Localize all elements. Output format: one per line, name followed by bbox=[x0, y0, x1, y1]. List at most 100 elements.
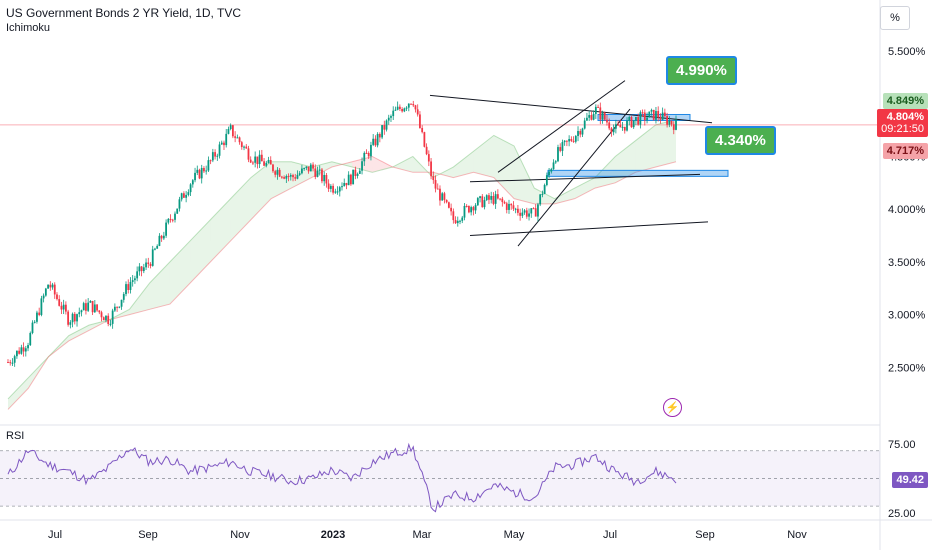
xaxis-tick-label: Mar bbox=[413, 529, 432, 541]
candle-body bbox=[666, 115, 668, 125]
candle-body bbox=[111, 310, 114, 324]
candle-body bbox=[450, 207, 453, 212]
candle-body bbox=[158, 235, 161, 246]
candle-body bbox=[361, 161, 363, 171]
candle-body bbox=[327, 183, 330, 189]
candle-body bbox=[263, 161, 265, 166]
candle-body bbox=[588, 115, 591, 118]
candle-body bbox=[249, 159, 252, 163]
candle-body bbox=[530, 208, 533, 214]
candle-body bbox=[100, 312, 103, 318]
candle-body bbox=[76, 314, 78, 322]
candle-body bbox=[58, 299, 61, 306]
lightning-icon[interactable]: ⚡ bbox=[663, 398, 682, 417]
candle-body bbox=[610, 128, 613, 133]
xaxis-tick-label: May bbox=[504, 529, 525, 541]
candle-body bbox=[608, 122, 611, 129]
candle-body bbox=[427, 154, 430, 162]
candle-body bbox=[167, 218, 170, 223]
ichimoku-cloud-segment bbox=[655, 119, 676, 168]
candle-body bbox=[171, 219, 174, 221]
candle-body bbox=[414, 105, 417, 110]
candle-body bbox=[637, 117, 640, 125]
ichimoku-cloud-segment bbox=[291, 161, 312, 189]
candle-body bbox=[370, 144, 372, 157]
candle-body bbox=[548, 171, 550, 176]
candle-body bbox=[350, 174, 352, 185]
candle-body bbox=[472, 207, 475, 211]
candle-body bbox=[309, 164, 312, 172]
candle-body bbox=[105, 315, 107, 321]
callout-resistance[interactable]: 4.990% bbox=[666, 56, 737, 85]
candle-body bbox=[207, 160, 210, 171]
candle-body bbox=[318, 169, 321, 171]
candle-body bbox=[96, 304, 98, 311]
candle-body bbox=[586, 117, 588, 121]
candle-body bbox=[214, 152, 216, 157]
candle-body bbox=[80, 310, 83, 313]
candle-body bbox=[423, 132, 426, 147]
candle-body bbox=[298, 173, 301, 175]
candle-body bbox=[381, 125, 383, 138]
candle-body bbox=[258, 154, 261, 165]
rsi-label[interactable]: RSI bbox=[6, 430, 25, 442]
indicator-label[interactable]: Ichimoku bbox=[6, 22, 51, 34]
candle-body bbox=[240, 142, 243, 148]
candle-body bbox=[345, 182, 348, 186]
candle-body bbox=[278, 169, 281, 177]
ichimoku-cloud-segment bbox=[169, 240, 191, 305]
candle-body bbox=[218, 144, 221, 156]
candle-body bbox=[98, 310, 101, 313]
ichimoku-span-b bbox=[7, 155, 677, 410]
candle-body bbox=[559, 147, 562, 151]
candle-body bbox=[365, 152, 368, 154]
candle-body bbox=[372, 138, 375, 145]
candle-body bbox=[659, 117, 662, 120]
candle-body bbox=[252, 162, 254, 164]
chart-title: US Government Bonds 2 YR Yield, 1D, TVC bbox=[6, 6, 242, 20]
candle-body bbox=[396, 106, 399, 110]
candle-body bbox=[394, 109, 397, 111]
candle-body bbox=[162, 235, 165, 239]
candle-body bbox=[147, 262, 150, 265]
candle-body bbox=[597, 106, 599, 108]
callout-support[interactable]: 4.340% bbox=[705, 126, 776, 155]
last-price-tag: 4.804% 09:21:50 bbox=[877, 109, 928, 137]
trend-line bbox=[429, 94, 713, 124]
candle-body bbox=[510, 203, 513, 206]
candle-body bbox=[183, 193, 185, 198]
candle-body bbox=[38, 312, 41, 315]
rsi-axis-tick: 25.00 bbox=[888, 508, 916, 520]
candle-body bbox=[532, 208, 535, 210]
candle-body bbox=[483, 200, 486, 208]
trend-line bbox=[469, 173, 701, 183]
candle-body bbox=[501, 198, 504, 203]
candle-body bbox=[488, 195, 490, 200]
candle-body bbox=[514, 208, 517, 210]
candle-body bbox=[378, 133, 381, 138]
candle-body bbox=[358, 170, 361, 174]
candle-body bbox=[463, 205, 466, 218]
candle-body bbox=[603, 112, 606, 120]
candle-body bbox=[670, 120, 673, 125]
ichimoku-span-a bbox=[7, 119, 677, 400]
candle-body bbox=[570, 139, 573, 141]
candle-body bbox=[303, 168, 306, 170]
candle-body bbox=[474, 205, 477, 211]
candle-body bbox=[338, 187, 341, 192]
candle-body bbox=[209, 160, 212, 162]
candle-body bbox=[626, 120, 628, 131]
candle-body bbox=[316, 170, 319, 177]
candle-body bbox=[107, 315, 110, 325]
candle-body bbox=[499, 198, 501, 200]
ichimoku-cloud-segment bbox=[493, 135, 515, 199]
candle-body bbox=[82, 303, 85, 311]
rsi-value-tag: 49.42 bbox=[892, 472, 928, 488]
candle-body bbox=[398, 106, 401, 110]
candle-body bbox=[9, 362, 12, 364]
candle-body bbox=[53, 284, 56, 295]
percent-unit-button[interactable]: % bbox=[880, 6, 910, 30]
candle-body bbox=[280, 176, 283, 178]
rsi-line bbox=[7, 442, 677, 513]
